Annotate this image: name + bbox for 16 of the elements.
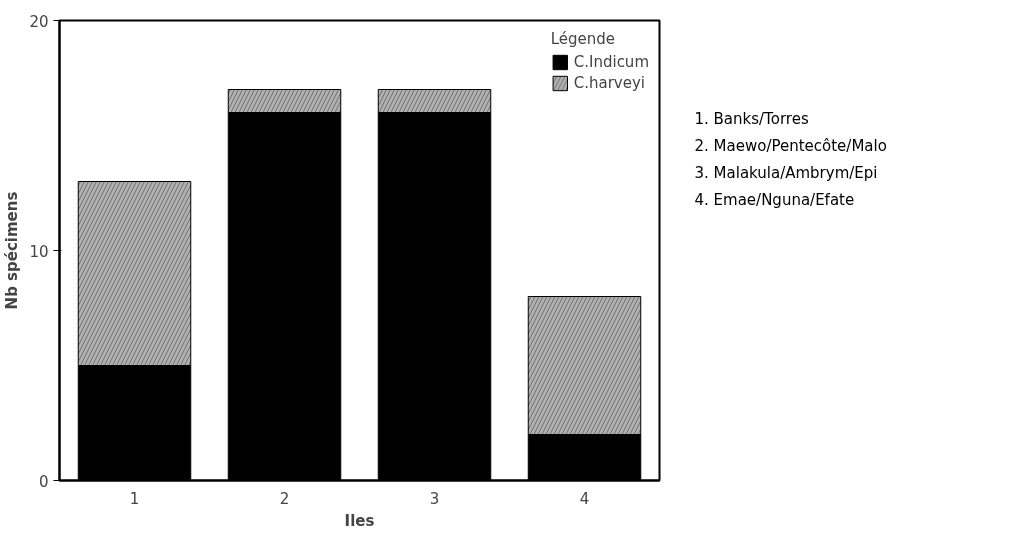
x-axis-title: Iles <box>344 511 375 530</box>
legend-label: C.Indicum <box>573 53 649 71</box>
x-tick-label: 4 <box>579 489 590 508</box>
legend-label: C.harveyi <box>573 74 646 92</box>
text: 2. Maewo/Pentecôte/Malo <box>694 136 887 155</box>
text: 3. Malakula/Ambrym/Epi <box>694 163 878 182</box>
x-tick-label: 3 <box>429 489 440 508</box>
y-tick-label: 20 <box>29 12 49 31</box>
legend-title: Légende <box>550 30 617 48</box>
x-tick-label: 1 <box>129 489 140 508</box>
text: 4. Emae/Nguna/Efate <box>694 190 855 209</box>
y-tick-label: 10 <box>29 242 49 261</box>
y-tick-label: 0 <box>38 472 49 491</box>
text: 1. Banks/Torres <box>694 110 809 129</box>
y-axis-title: Nb spécimens <box>3 191 22 310</box>
x-tick-label: 2 <box>279 489 290 508</box>
